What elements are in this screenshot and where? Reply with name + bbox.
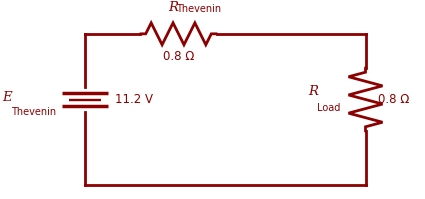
Text: Load: Load <box>317 103 340 113</box>
Text: R: R <box>168 1 178 14</box>
Text: Thevenin: Thevenin <box>11 107 56 117</box>
Text: R: R <box>308 85 318 98</box>
Text: E: E <box>2 91 12 104</box>
Text: Thevenin: Thevenin <box>176 4 221 14</box>
Text: 11.2 V: 11.2 V <box>115 93 153 106</box>
Text: 0.8 Ω: 0.8 Ω <box>163 50 194 63</box>
Text: 0.8 Ω: 0.8 Ω <box>378 93 410 106</box>
